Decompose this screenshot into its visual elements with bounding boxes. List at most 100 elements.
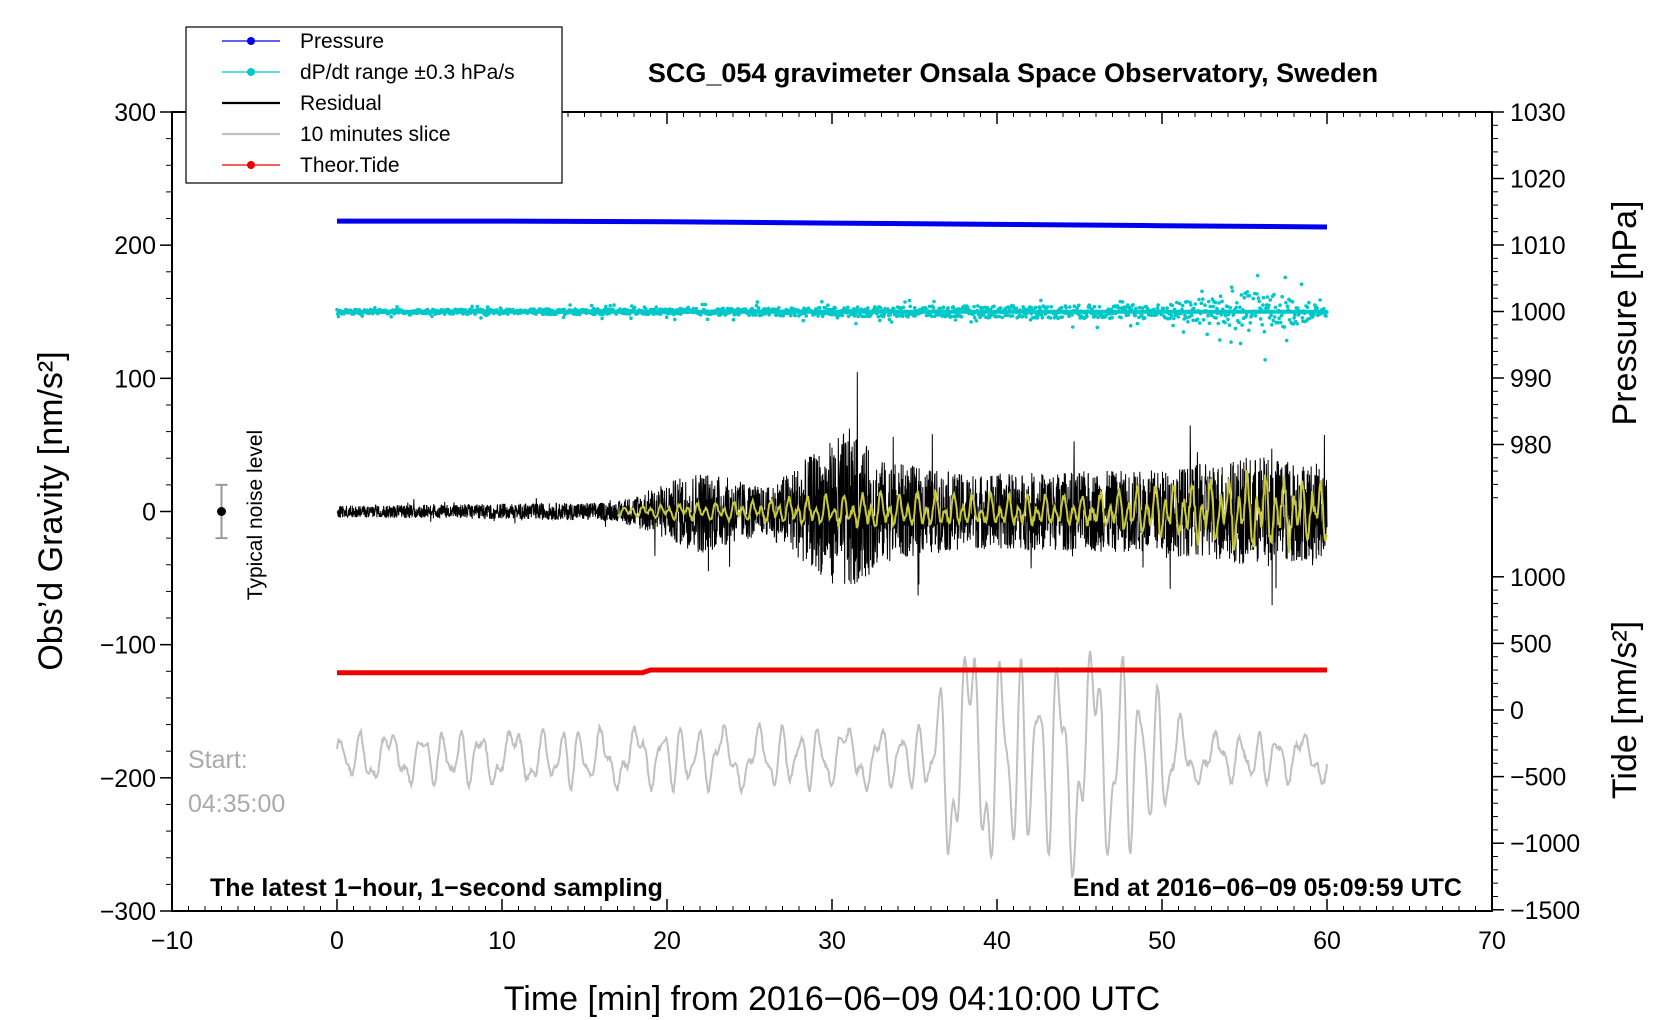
y-left-tick-label: 200 bbox=[114, 232, 156, 260]
dpdt-point bbox=[856, 314, 860, 319]
dpdt-point bbox=[997, 314, 1002, 319]
dpdt-point bbox=[360, 314, 365, 318]
dpdt-point bbox=[1131, 309, 1136, 314]
dpdt-point bbox=[1177, 301, 1182, 306]
dpdt-point bbox=[654, 305, 659, 310]
dpdt-point bbox=[1143, 316, 1147, 320]
dpdt-point bbox=[705, 309, 709, 313]
dpdt-point bbox=[1095, 325, 1100, 330]
dpdt-point bbox=[1258, 317, 1263, 321]
dpdt-point bbox=[854, 321, 858, 326]
dpdt-point bbox=[1239, 293, 1244, 297]
dpdt-point bbox=[853, 313, 858, 317]
dpdt-point bbox=[1293, 313, 1297, 317]
dpdt-point bbox=[555, 311, 559, 316]
dpdt-point bbox=[1270, 323, 1274, 327]
dpdt-point bbox=[601, 312, 606, 316]
dpdt-point bbox=[754, 313, 758, 317]
dpdt-point bbox=[1131, 303, 1135, 307]
dpdt-point bbox=[922, 309, 927, 313]
dpdt-point bbox=[1195, 317, 1200, 322]
dpdt-point bbox=[1229, 340, 1233, 344]
y-pressure-tick-label: 1000 bbox=[1510, 299, 1566, 327]
dpdt-point bbox=[1168, 316, 1172, 321]
dpdt-point bbox=[1260, 323, 1264, 327]
dpdt-point bbox=[981, 312, 986, 317]
dpdt-point bbox=[846, 305, 850, 310]
dpdt-point bbox=[1267, 303, 1271, 308]
dpdt-point bbox=[1307, 300, 1311, 305]
dpdt-point bbox=[1305, 305, 1310, 310]
dpdt-point bbox=[575, 312, 579, 317]
dpdt-point bbox=[1203, 303, 1207, 308]
dpdt-point bbox=[1219, 313, 1224, 317]
dpdt-point bbox=[1263, 358, 1267, 362]
x-tick-label: 20 bbox=[653, 927, 681, 955]
dpdt-point bbox=[1189, 313, 1194, 318]
dpdt-point bbox=[1192, 310, 1197, 314]
dpdt-point bbox=[1218, 338, 1222, 342]
dpdt-point bbox=[1172, 316, 1176, 321]
dpdt-point bbox=[1094, 312, 1098, 317]
dpdt-point bbox=[1171, 323, 1175, 328]
dpdt-point bbox=[1149, 313, 1154, 318]
dpdt-point bbox=[1156, 303, 1160, 307]
dpdt-point bbox=[975, 308, 979, 313]
start-label: Start: bbox=[188, 746, 248, 774]
y-left-tick-label: 100 bbox=[114, 365, 156, 393]
right-note: End at 2016−06−09 05:09:59 UTC bbox=[1073, 874, 1462, 902]
dpdt-point bbox=[888, 313, 892, 317]
dpdt-point bbox=[465, 312, 470, 316]
dpdt-point bbox=[1221, 307, 1225, 312]
dpdt-point bbox=[1318, 298, 1322, 302]
dpdt-point bbox=[927, 304, 932, 309]
dpdt-point bbox=[1255, 292, 1259, 296]
dpdt-point bbox=[972, 304, 976, 309]
legend-residual-label: Residual bbox=[300, 92, 382, 115]
dpdt-point bbox=[1068, 305, 1072, 309]
dpdt-point bbox=[1186, 310, 1191, 315]
dpdt-point bbox=[1180, 303, 1185, 308]
dpdt-point bbox=[455, 311, 460, 315]
dpdt-point bbox=[817, 306, 822, 310]
dpdt-point bbox=[901, 314, 905, 319]
dpdt-point bbox=[1255, 273, 1260, 278]
dpdt-point bbox=[1109, 307, 1114, 312]
dpdt-point bbox=[1057, 310, 1062, 315]
dpdt-point bbox=[618, 307, 622, 311]
dpdt-point bbox=[1284, 338, 1289, 343]
dpdt-point bbox=[886, 307, 890, 311]
dpdt-point bbox=[953, 318, 958, 322]
dpdt-point bbox=[1097, 305, 1102, 309]
dpdt-point bbox=[1251, 296, 1255, 301]
dpdt-point bbox=[1165, 306, 1169, 310]
dpdt-point bbox=[814, 307, 818, 311]
dpdt-point bbox=[946, 306, 950, 310]
dpdt-point bbox=[1261, 303, 1265, 307]
dpdt-point bbox=[470, 304, 474, 309]
dpdt-point bbox=[475, 304, 480, 309]
dpdt-point bbox=[973, 315, 977, 320]
dpdt-point bbox=[889, 320, 894, 324]
dpdt-point bbox=[1072, 304, 1077, 309]
dpdt-point bbox=[1299, 282, 1304, 287]
dpdt-point bbox=[941, 305, 946, 310]
dpdt-point bbox=[793, 313, 797, 318]
dpdt-point bbox=[1257, 299, 1261, 304]
dpdt-point bbox=[1029, 312, 1033, 316]
dpdt-point bbox=[644, 307, 648, 311]
dpdt-point bbox=[1135, 321, 1140, 326]
dpdt-point bbox=[1175, 300, 1179, 305]
dpdt-point bbox=[1186, 320, 1190, 324]
dpdt-point bbox=[857, 311, 862, 316]
dpdt-point bbox=[1268, 298, 1273, 302]
dpdt-point bbox=[1070, 313, 1074, 317]
y-tide-tick-label: 0 bbox=[1510, 697, 1524, 725]
dpdt-point bbox=[852, 307, 856, 311]
dpdt-point bbox=[1209, 313, 1214, 318]
series-layer bbox=[215, 218, 1329, 879]
dpdt-point bbox=[485, 308, 489, 313]
dpdt-point bbox=[1307, 316, 1312, 321]
x-tick-label: 0 bbox=[330, 927, 344, 955]
dpdt-point bbox=[1114, 311, 1118, 316]
